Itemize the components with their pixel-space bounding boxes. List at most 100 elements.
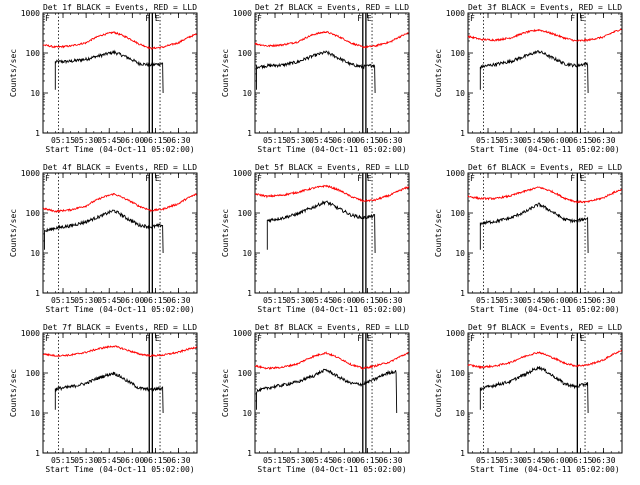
marker-E: E	[367, 14, 372, 23]
marker-E: E	[155, 334, 160, 343]
x-tick-label: 06:15	[143, 296, 167, 305]
panel-title: Det 5f BLACK = Events, RED = LLD	[255, 163, 409, 172]
x-axis-label: Start Time (04-Oct-11 05:02:00)	[45, 305, 194, 314]
x-tick-label: 05:30	[74, 296, 98, 305]
x-tick-label: 05:15	[476, 296, 500, 305]
x-tick-label: 06:00	[332, 456, 356, 465]
detector-panel-1: Det 1f BLACK = Events, RED = LLD 1 10 100 10…	[9, 3, 198, 154]
x-tick-label: 05:15	[263, 136, 287, 145]
x-tick-label: 05:45	[522, 456, 546, 465]
x-axis-label: Start Time (04-Oct-11 05:02:00)	[470, 465, 619, 474]
x-axis-label: Start Time (04-Oct-11 05:02:00)	[257, 305, 406, 314]
y-tick-label: 1000	[446, 9, 465, 18]
x-tick-label: 05:30	[499, 456, 523, 465]
y-tick-label: 1	[247, 289, 252, 298]
series-events-line	[266, 200, 376, 254]
x-tick-label: 05:45	[309, 296, 333, 305]
series-lld-line	[254, 351, 409, 370]
y-tick-label: 100	[238, 369, 253, 378]
y-axis-label: Counts/sec	[434, 209, 443, 257]
marker-F: F	[357, 334, 362, 343]
series-lld-line	[467, 28, 622, 43]
plot-frame	[254, 12, 410, 134]
plot-frame	[42, 172, 198, 294]
y-tick-label: 10	[242, 89, 252, 98]
x-axis-label: Start Time (04-Oct-11 05:02:00)	[257, 145, 406, 154]
x-tick-label: 06:30	[378, 136, 402, 145]
y-axis-label: Counts/sec	[434, 369, 443, 417]
detector-panel-9: Det 9f BLACK = Events, RED = LLD 1 10 100 10…	[434, 323, 623, 474]
series-lld-line	[467, 349, 623, 370]
x-tick-label: 06:30	[591, 456, 615, 465]
marker-F-left: F	[257, 14, 262, 23]
marker-E: E	[155, 174, 160, 183]
marker-F-left: F	[470, 14, 475, 23]
x-tick-label: 05:15	[51, 296, 75, 305]
y-axis-label: Counts/sec	[9, 369, 18, 417]
x-tick-label: 06:30	[591, 296, 615, 305]
y-tick-label: 1	[247, 449, 252, 458]
x-tick-label: 05:15	[51, 456, 75, 465]
x-tick-label: 06:15	[355, 456, 379, 465]
marker-E: E	[367, 334, 372, 343]
plot-frame	[42, 332, 198, 454]
x-tick-label: 05:45	[522, 296, 546, 305]
y-tick-label: 1	[460, 289, 465, 298]
marker-F-left: F	[45, 174, 50, 183]
plot-frame	[467, 172, 623, 294]
detector-panel-3: Det 3f BLACK = Events, RED = LLD 1 10 100 10…	[434, 3, 623, 154]
marker-F-left: F	[470, 174, 475, 183]
y-tick-label: 1000	[446, 329, 465, 338]
x-tick-label: 06:00	[545, 456, 569, 465]
panel-title: Det 3f BLACK = Events, RED = LLD	[468, 3, 622, 12]
panel-title: Det 4f BLACK = Events, RED = LLD	[43, 163, 197, 172]
y-axis-label: Counts/sec	[221, 49, 230, 97]
y-axis-label: Counts/sec	[221, 209, 230, 257]
y-tick-label: 1000	[233, 9, 252, 18]
x-tick-label: 06:30	[166, 456, 190, 465]
x-tick-label: 06:00	[120, 136, 144, 145]
plot-frame	[42, 12, 198, 134]
plot-frame	[254, 332, 410, 454]
plot-frame	[467, 12, 623, 134]
y-tick-label: 1000	[233, 329, 252, 338]
marker-E: E	[580, 334, 585, 343]
y-axis-label: Counts/sec	[9, 209, 18, 257]
y-tick-label: 10	[242, 409, 252, 418]
x-tick-label: 06:15	[568, 136, 592, 145]
marker-F: F	[357, 14, 362, 23]
x-tick-label: 05:45	[97, 296, 121, 305]
x-tick-label: 05:15	[51, 136, 75, 145]
x-tick-label: 05:30	[286, 296, 310, 305]
y-tick-label: 1000	[21, 169, 40, 178]
x-tick-label: 06:00	[120, 456, 144, 465]
marker-F: F	[145, 174, 150, 183]
panel-title: Det 6f BLACK = Events, RED = LLD	[468, 163, 622, 172]
marker-E: E	[155, 14, 160, 23]
x-axis-label: Start Time (04-Oct-11 05:02:00)	[257, 465, 406, 474]
x-tick-label: 06:15	[143, 456, 167, 465]
series-lld-line	[42, 345, 198, 358]
y-tick-label: 100	[238, 49, 253, 58]
x-tick-label: 06:15	[143, 136, 167, 145]
x-tick-label: 06:15	[568, 296, 592, 305]
marker-F-left: F	[45, 334, 50, 343]
y-tick-label: 100	[451, 49, 466, 58]
marker-F: F	[570, 14, 575, 23]
x-tick-label: 05:45	[309, 456, 333, 465]
series-events-line	[54, 371, 164, 414]
detector-panel-5: Det 5f BLACK = Events, RED = LLD 1 10 100 10…	[221, 163, 410, 314]
series-lld-line	[254, 30, 409, 49]
series-events-line	[54, 49, 164, 94]
y-tick-label: 10	[455, 89, 465, 98]
x-axis-label: Start Time (04-Oct-11 05:02:00)	[45, 145, 194, 154]
y-tick-label: 1	[460, 449, 465, 458]
x-tick-label: 05:30	[74, 136, 98, 145]
y-tick-label: 1000	[21, 9, 40, 18]
x-tick-label: 06:00	[332, 296, 356, 305]
series-events-line	[256, 368, 398, 414]
x-tick-label: 06:30	[166, 296, 190, 305]
panel-title: Det 9f BLACK = Events, RED = LLD	[468, 323, 622, 332]
plot-frame	[467, 332, 623, 454]
